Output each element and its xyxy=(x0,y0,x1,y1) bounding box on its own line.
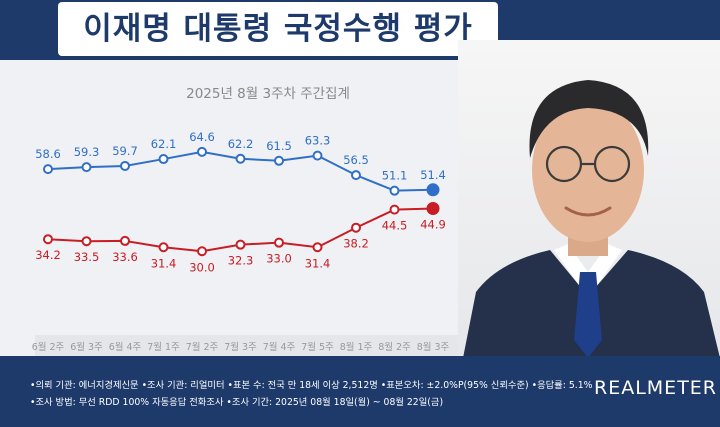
series-1-point xyxy=(312,150,323,161)
series-2-point xyxy=(158,242,169,253)
series-2-point xyxy=(235,239,246,250)
x-tick-label: 6월 2주 xyxy=(32,341,65,353)
realmeter-logo: REALMETER xyxy=(594,377,717,399)
series-1-point xyxy=(43,164,53,175)
x-tick-label: 7월 5주 xyxy=(301,341,334,353)
series-1-data-label: 62.1 xyxy=(151,137,177,151)
series-2-point xyxy=(120,235,130,246)
series-1-data-label: 59.7 xyxy=(112,144,138,158)
page-title: 이재명 대통령 국정수행 평가 xyxy=(58,2,498,56)
series-2-point xyxy=(81,236,92,247)
x-tick-label: 8월 1주 xyxy=(340,341,373,353)
series-2-data-label: 34.2 xyxy=(35,248,61,262)
series-2-data-label: 33.6 xyxy=(112,250,138,264)
x-tick-label: 8월 2주 xyxy=(378,341,411,353)
shirt-collar-icon xyxy=(554,244,622,298)
series-2-point xyxy=(351,222,361,233)
series-1-point xyxy=(197,146,207,157)
x-axis-ticks: 6월 2주 6월 3주 6월 4주 7월 1주 7월 2주 7월 3주 7월 4주 7월 5주… xyxy=(32,341,450,353)
x-axis-band xyxy=(35,335,465,357)
series-1-data-label: 58.6 xyxy=(35,147,61,161)
series-2-data-label: 44.5 xyxy=(382,219,408,233)
series-2-data-label: 31.4 xyxy=(151,256,177,270)
series-layer: 58.6 59.3 59.7 62.1 64.6 62.2 61.5 63.3 56.5 51.1… xyxy=(35,130,446,274)
survey-info-line-2: •조사 방법: 무선 RDD 100% 자동응답 전화조사 •조사 기간: 20… xyxy=(30,397,444,408)
series-2-data-label: 33.0 xyxy=(266,252,292,266)
footer-bar: •의뢰 기관: 에너지경제신문 •조사 기관: 리얼미터 •표본 수: 전국 만… xyxy=(0,356,720,427)
smile-icon xyxy=(564,206,612,217)
series-2-point xyxy=(426,201,440,215)
x-tick-label: 8월 3주 xyxy=(417,341,450,353)
survey-info-line-1: •의뢰 기관: 에너지경제신문 •조사 기관: 리얼미터 •표본 수: 전국 만… xyxy=(30,380,593,391)
glasses-icon xyxy=(545,145,631,183)
x-tick-label: 6월 3주 xyxy=(70,341,103,353)
series-2-data-label: 30.0 xyxy=(189,260,215,274)
series-2-data-label: 33.5 xyxy=(74,250,100,264)
series-2-point xyxy=(389,204,400,215)
chart-subtitle: 2025년 8월 3주차 주간집계 xyxy=(186,86,350,102)
series-1-data-label: 59.3 xyxy=(74,145,100,159)
face-icon xyxy=(532,98,644,242)
x-tick-label: 7월 2주 xyxy=(186,341,219,353)
series-1-point xyxy=(389,185,400,196)
series-1-point xyxy=(235,153,246,164)
x-tick-label: 7월 1주 xyxy=(147,341,180,353)
x-tick-label: 6월 4주 xyxy=(109,341,142,353)
series-1-point xyxy=(274,155,284,166)
series-2-data-label: 32.3 xyxy=(228,254,254,268)
series-2-point xyxy=(274,237,284,248)
series-1-point xyxy=(426,183,440,197)
series-1-point xyxy=(81,162,92,173)
series-1-data-label: 51.1 xyxy=(382,169,408,183)
hair-icon xyxy=(529,80,649,158)
series-1-point xyxy=(158,154,169,165)
x-tick-label: 7월 4주 xyxy=(263,341,296,353)
series-1-data-label: 64.6 xyxy=(189,130,215,144)
series-1-data-label: 63.3 xyxy=(305,134,331,148)
necktie-icon xyxy=(574,272,602,358)
series-1-point xyxy=(120,160,130,171)
series-2-point xyxy=(312,242,323,253)
series-2-data-label: 38.2 xyxy=(343,237,369,251)
x-tick-label: 7월 3주 xyxy=(224,341,257,353)
president-portrait xyxy=(458,40,720,358)
series-1-point xyxy=(351,170,361,181)
series-1-data-label: 51.4 xyxy=(420,168,446,182)
series-2-data-label: 44.9 xyxy=(420,217,446,231)
series-1-data-label: 56.5 xyxy=(343,153,369,167)
series-2-point xyxy=(197,246,207,257)
series-1-data-label: 62.2 xyxy=(228,137,254,151)
series-2-point xyxy=(43,234,53,245)
series-1-data-label: 61.5 xyxy=(266,139,292,153)
series-2-data-label: 31.4 xyxy=(305,256,331,270)
header-bar: 이재명 대통령 국정수행 평가 xyxy=(0,0,720,60)
